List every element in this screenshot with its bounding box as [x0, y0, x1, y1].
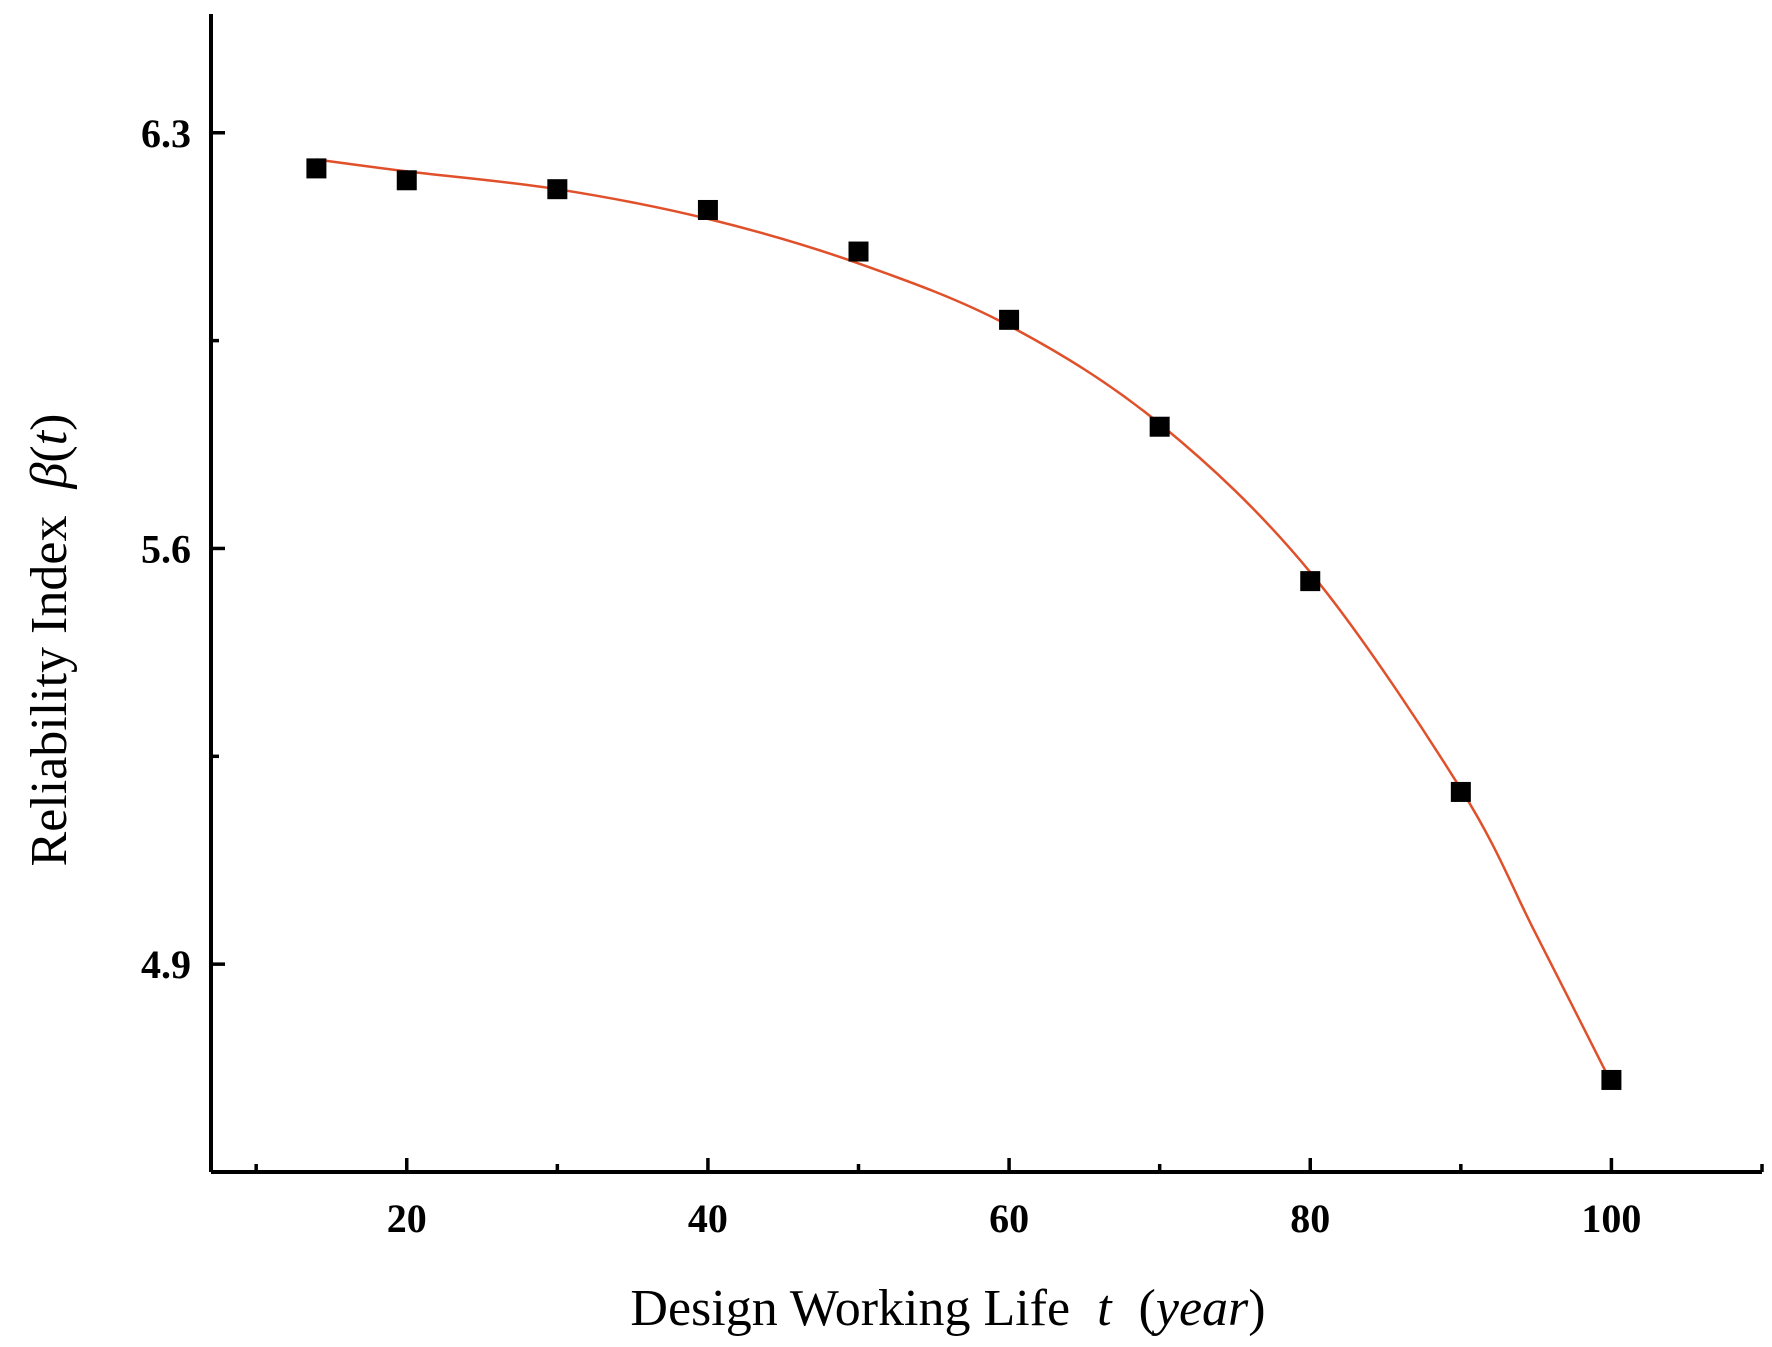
x-tick-label: 60: [989, 1196, 1029, 1241]
x-axis-title-open-paren: (: [1139, 1280, 1156, 1337]
y-axis-title-text: Reliability Index: [21, 516, 78, 867]
x-axis-title-text: Design Working Life: [630, 1280, 1070, 1337]
y-axis-title-variable: t: [21, 429, 78, 445]
data-point-square: [1450, 781, 1471, 802]
y-tick-label: 4.9: [141, 942, 191, 987]
axes: [209, 14, 1762, 1174]
fit-curve-group: [316, 158, 1613, 1084]
x-axis-title: Design Working Life t (year): [630, 1280, 1265, 1337]
data-points: [306, 158, 1622, 1090]
fit-curve-line: [316, 158, 1613, 1084]
data-point-square: [1601, 1069, 1622, 1090]
x-tick-label: 100: [1581, 1196, 1641, 1241]
x-tick-label: 20: [387, 1196, 427, 1241]
y-tick-label: 6.3: [141, 111, 191, 156]
x-axis-title-variable: t: [1097, 1280, 1113, 1337]
x-axis-title-close-paren: ): [1248, 1280, 1265, 1337]
y-axis-title-open-paren: (: [21, 445, 78, 462]
ticks: 20 40 60 80 100 4.9 5.6 6.3: [141, 111, 1764, 1241]
data-point-square: [396, 170, 417, 191]
data-point-square: [547, 179, 568, 200]
y-tick-label: 5.6: [141, 526, 191, 571]
x-tick-label: 80: [1290, 1196, 1330, 1241]
x-tick-label: 40: [688, 1196, 728, 1241]
data-point-square: [697, 199, 718, 220]
data-point-square: [1300, 571, 1321, 592]
data-point-square: [1149, 416, 1170, 437]
y-axis-title-close-paren: ): [21, 414, 78, 431]
data-point-square: [999, 309, 1020, 330]
x-axis-title-unit: year: [1151, 1280, 1249, 1337]
y-axis-title: Reliability Index β(t): [21, 414, 78, 867]
y-axis-title-symbol: β: [21, 463, 78, 490]
data-point-square: [306, 158, 327, 179]
data-point-square: [848, 241, 869, 262]
